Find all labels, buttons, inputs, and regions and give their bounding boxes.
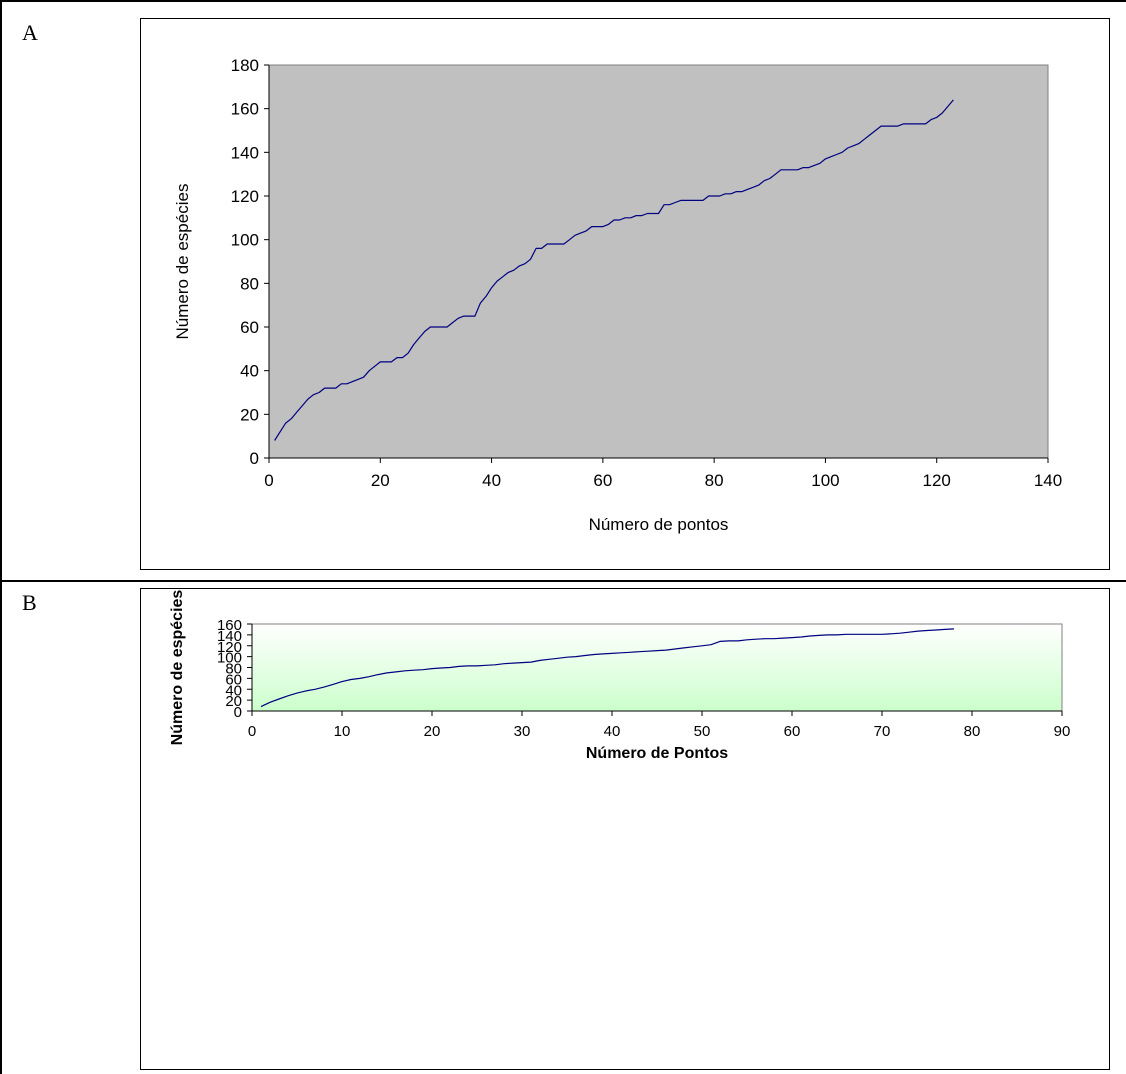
chart-b-x-tick-label: 70 (874, 723, 891, 740)
chart-b-x-tick-label: 50 (694, 723, 711, 740)
chart-b-x-tick-label: 90 (1054, 723, 1071, 740)
chart-b-plot-area (251, 623, 1063, 712)
chart-b-y-tick-label: 60 (225, 671, 242, 688)
chart-b-y-tick-label: 20 (225, 693, 242, 710)
panel-letter-b: B (22, 590, 37, 615)
chart-a-plot-area (268, 64, 1049, 459)
chart-b-y-tick-label: 80 (225, 661, 242, 678)
chart-a-x-tick-label: 60 (593, 471, 612, 490)
chart-a-y-tick-label: 0 (250, 449, 259, 468)
chart-a-y-tick-label: 60 (240, 318, 259, 337)
chart-a: 0 20 40 60 80 100 120 140 160 180 0 20 40 60 80 100 120 1… (173, 56, 1062, 534)
chart-a-y-tick-label: 80 (240, 274, 259, 293)
chart-b-x-tick-label: 0 (248, 723, 256, 740)
chart-b-y-tick-label: 40 (225, 682, 242, 699)
chart-a-y-tick-label: 160 (231, 100, 259, 119)
chart-a-y-tick-label: 40 (240, 362, 259, 381)
chart-a-y-tick-label: 140 (231, 143, 259, 162)
chart-a-y-tick-label: 100 (231, 231, 259, 250)
frame-top-border (0, 0, 1126, 2)
chart-b-x-tick-label: 80 (964, 723, 981, 740)
chart-a-y-tick-label: 180 (231, 56, 259, 75)
chart-b-series-line (260, 628, 955, 708)
chart-b-x-tick-label: 20 (424, 723, 441, 740)
chart-a-x-axis-title: Número de pontos (589, 515, 729, 534)
chart-a-x-tick-label: 20 (371, 471, 390, 490)
chart-b-y-tick-label: 100 (217, 650, 242, 667)
chart-b-x-tick-label: 30 (514, 723, 531, 740)
frame-left-border (0, 0, 2, 1074)
chart-b-x-tick-label: 40 (604, 723, 621, 740)
chart-a-x-tick-label: 80 (705, 471, 724, 490)
frame-middle-divider (0, 580, 1126, 582)
chart-a-x-tick-label: 120 (923, 471, 951, 490)
chart-a-x-tick-label: 40 (482, 471, 501, 490)
chart-a-x-tick-label: 0 (264, 471, 273, 490)
chart-a-series-line (274, 99, 954, 441)
chart-b-y-tick-label: 160 (217, 617, 242, 634)
chart-a-x-tick-label: 100 (811, 471, 839, 490)
chart-a-x-tick-label: 140 (1034, 471, 1062, 490)
chart-b-y-tick-label: 0 (234, 704, 242, 721)
chart-b-x-tick-label: 60 (784, 723, 801, 740)
chart-a-y-tick-label: 120 (231, 187, 259, 206)
chart-b-y-tick-label: 120 (217, 639, 242, 656)
chart-b-x-axis-title: Número de Pontos (586, 745, 728, 762)
chart-b-y-tick-label: 140 (217, 628, 242, 645)
panel-letter-a: A (22, 20, 38, 45)
chart-b-x-tick-label: 10 (334, 723, 351, 740)
chart-a-y-axis-title: Número de espécies (173, 184, 192, 340)
chart-b-y-axis-title: Número de espécies (169, 590, 186, 746)
chart-a-y-tick-label: 20 (240, 405, 259, 424)
